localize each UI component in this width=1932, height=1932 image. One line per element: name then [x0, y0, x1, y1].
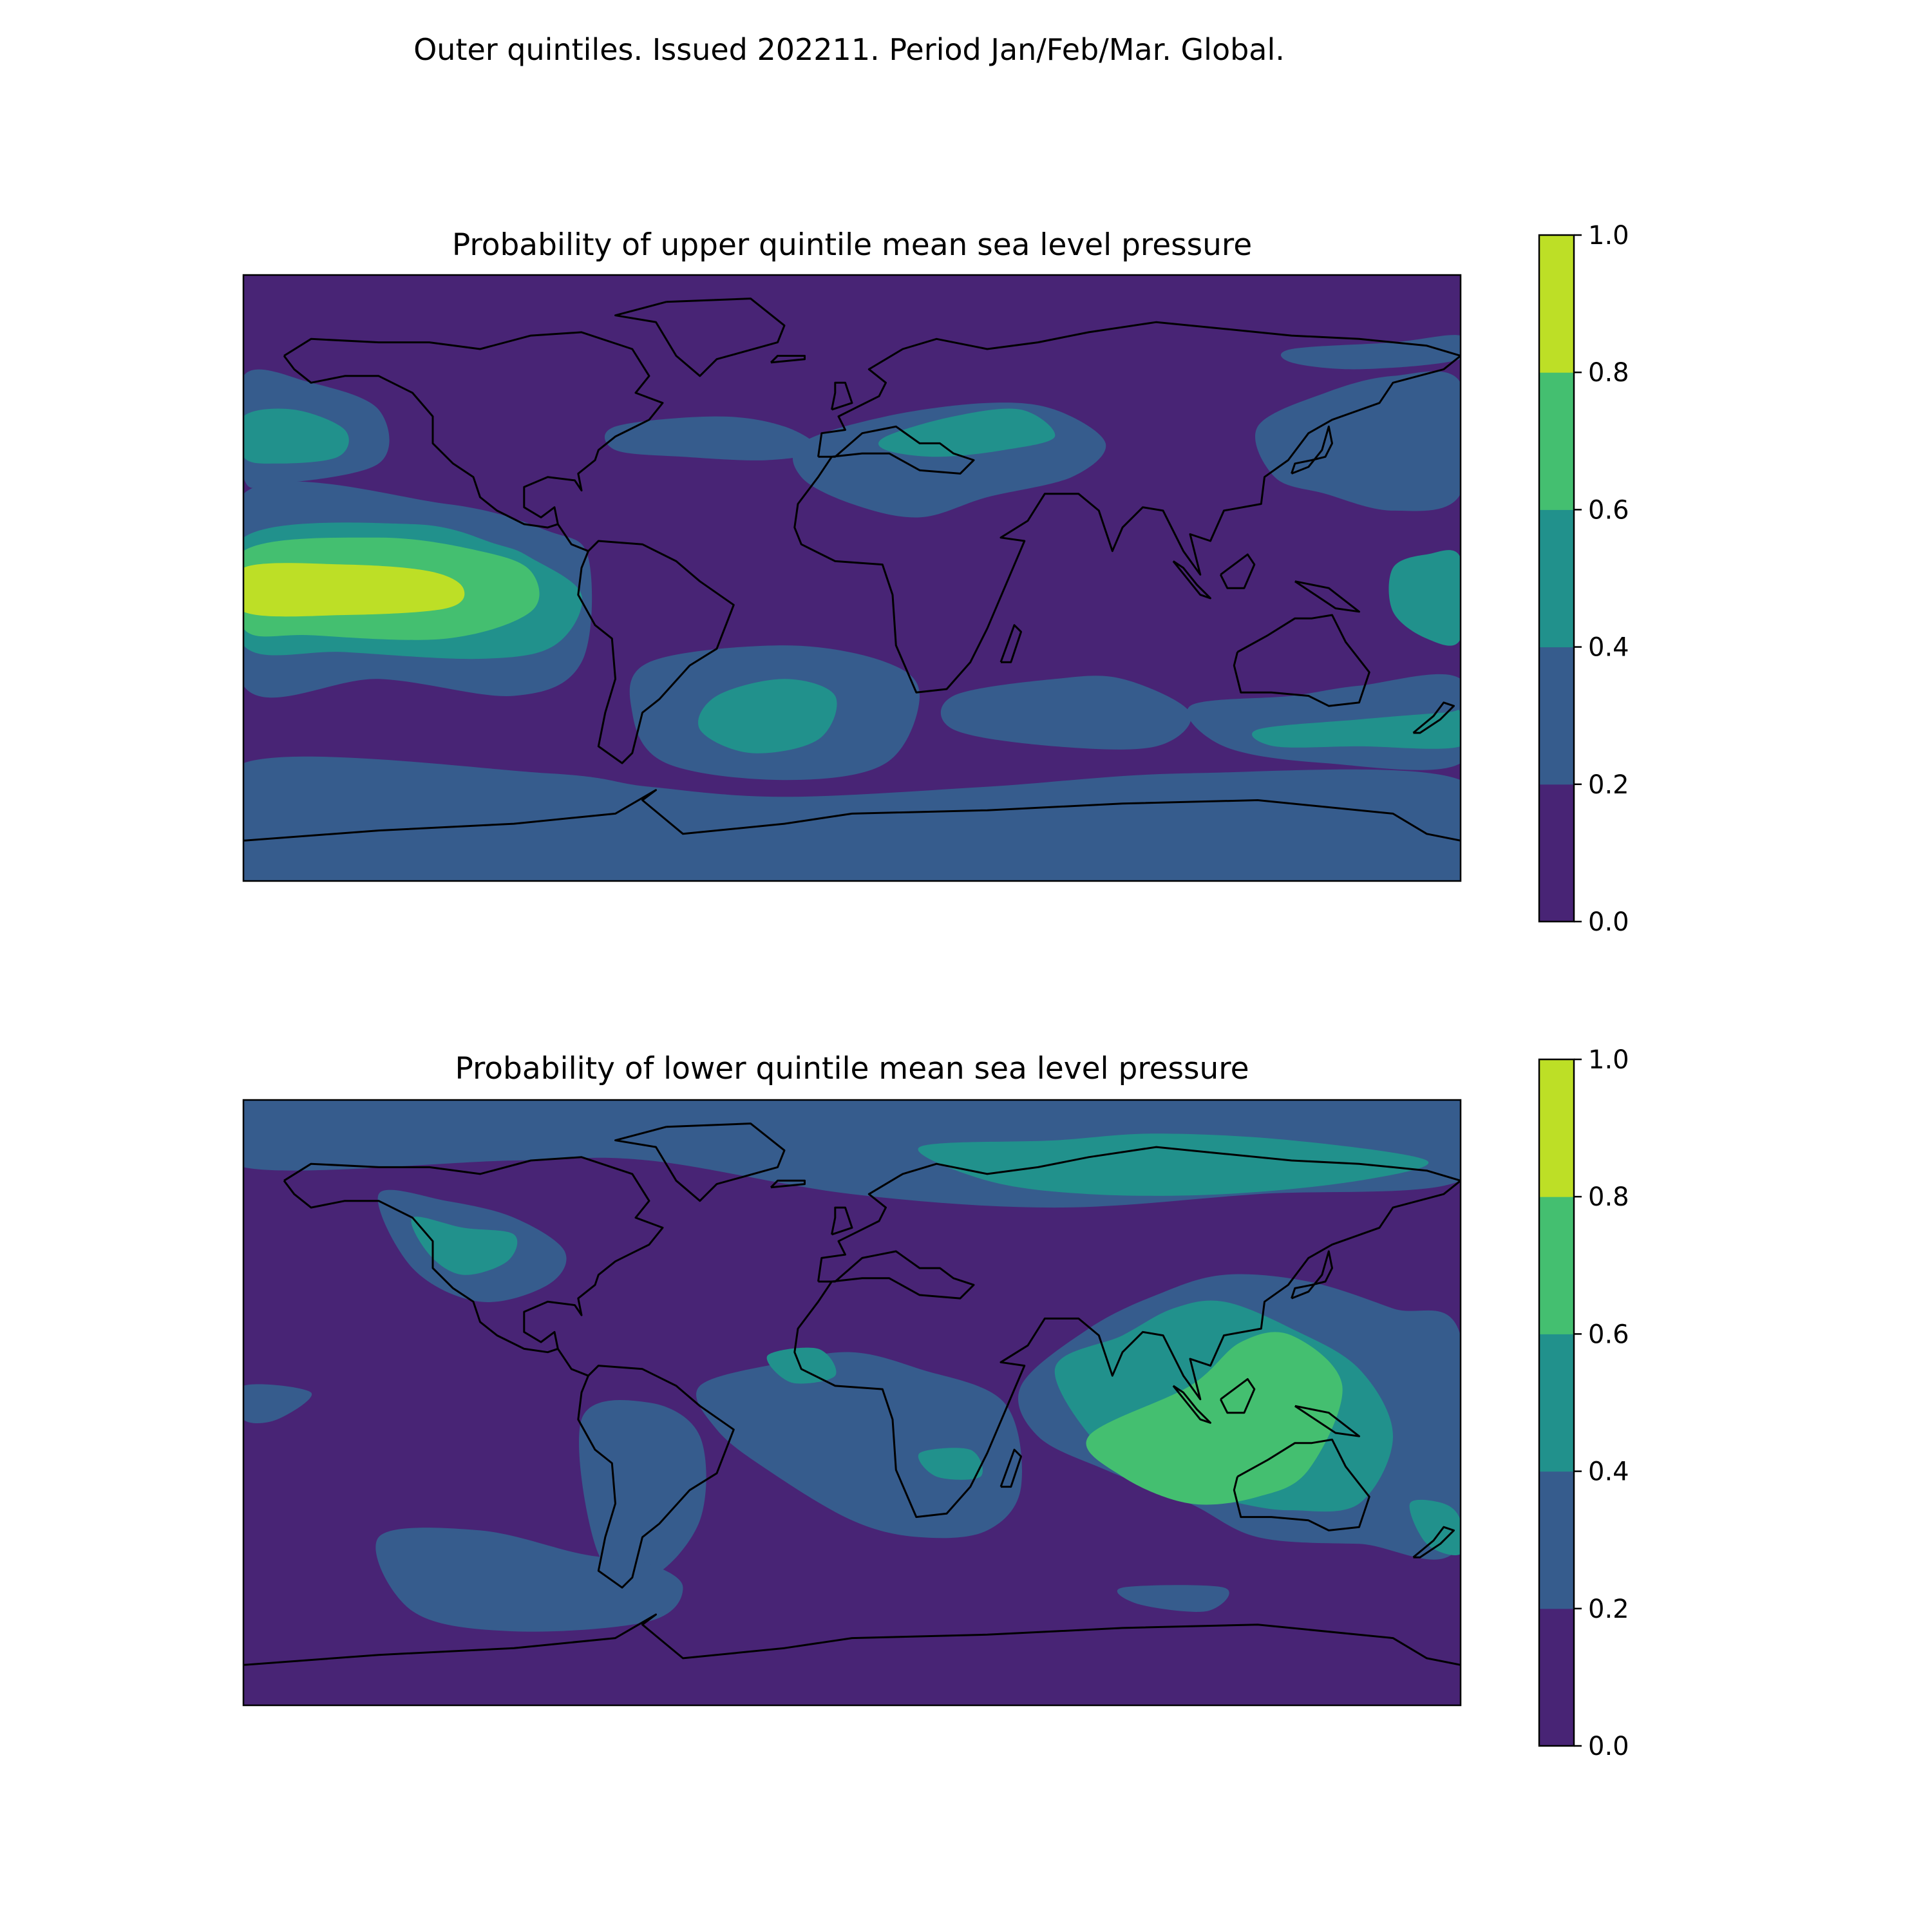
coastline-5 [1172, 560, 1211, 600]
coastline-0 [283, 331, 735, 764]
coastline-10 [1412, 701, 1455, 734]
colorbar-tick-label: 0.6 [1588, 495, 1629, 525]
coastline-1 [793, 321, 1461, 694]
region-south-pacific [375, 1528, 683, 1632]
region-north-america-core [411, 1217, 518, 1275]
upper-colorbar: 0.0 0.2 0.4 0.6 0.8 1.0 [1538, 221, 1629, 937]
region-central-south-indian [1117, 1585, 1229, 1612]
colorbar-segment-2 [1539, 509, 1574, 648]
region-tropical-atlantic-africa [696, 1352, 1022, 1539]
region-east-asia-pacific [1255, 371, 1461, 511]
colorbar-tick-label: 0.2 [1588, 1595, 1629, 1624]
coastline-3 [614, 1122, 786, 1202]
colorbar-segment-1 [1539, 647, 1574, 785]
colorbar-tick-label: 1.0 [1588, 221, 1629, 251]
colorbar-frame [1538, 1058, 1575, 1747]
coastline-9 [831, 381, 853, 411]
coastline-3 [614, 298, 786, 377]
coastline-7 [1294, 1405, 1360, 1437]
coastline-0 [283, 1156, 735, 1589]
colorbar-segment-2 [1539, 1334, 1574, 1472]
coastline-12 [770, 355, 806, 364]
colorbar-tick-label: 0.2 [1588, 770, 1629, 800]
colorbar-tick-label: 1.0 [1588, 1045, 1629, 1075]
coastlines [243, 298, 1461, 842]
region-east-pacific-strip [243, 1384, 312, 1423]
colorbar-segment-3 [1539, 1197, 1574, 1334]
coastline-12 [770, 1179, 806, 1189]
region-south-indian [940, 676, 1191, 750]
coastline-5 [1172, 1385, 1211, 1424]
lower-map [242, 1099, 1462, 1707]
coastline-10 [1412, 1526, 1455, 1558]
region-north-atlantic [604, 416, 819, 460]
region-south-africa-core [918, 1448, 983, 1480]
probability-field [243, 275, 1461, 881]
region-south-of-australia-core [1252, 710, 1461, 749]
coastline-4 [243, 789, 1461, 842]
colorbar-tick-label: 0.4 [1588, 1457, 1629, 1487]
map-frame [242, 1099, 1462, 1707]
region-southern-ocean-ring [243, 756, 1461, 881]
colorbar-segment-0 [1539, 784, 1574, 922]
region-mediterranean-core [878, 408, 1056, 457]
probability-field [243, 1100, 1461, 1705]
region-central-pacific-core [243, 563, 465, 617]
coastline-8 [1291, 1250, 1333, 1300]
region-maritime-continent [1086, 1332, 1343, 1505]
colorbar-segment-4 [1539, 1059, 1574, 1197]
region-north-pacific-core [243, 408, 349, 464]
figure-suptitle: Outer quintiles. Issued 202211. Period J… [413, 32, 1285, 67]
region-new-zealand [1409, 1499, 1461, 1555]
upper-map [242, 274, 1462, 882]
coastline-6 [1219, 553, 1256, 589]
coastline-1 [793, 1146, 1461, 1519]
region-arctic-core [918, 1133, 1429, 1196]
colorbar-segment-1 [1539, 1471, 1574, 1609]
coastline-8 [1291, 425, 1333, 475]
region-west-africa-core [766, 1347, 837, 1384]
region-south-america [579, 1399, 706, 1580]
coastline-6 [1219, 1378, 1256, 1414]
region-arctic-east [1281, 335, 1461, 370]
coastlines [243, 1122, 1461, 1666]
coastline-7 [1294, 580, 1360, 613]
upper-panel-title: Probability of upper quintile mean sea l… [451, 227, 1253, 263]
lower-panel-title: Probability of lower quintile mean sea l… [455, 1051, 1249, 1086]
colorbar-tick-label: 0.8 [1588, 1182, 1629, 1212]
map-frame [242, 274, 1462, 882]
region-west-pacific-mid [1388, 550, 1461, 646]
lower-colorbar: 0.0 0.2 0.4 0.6 0.8 1.0 [1538, 1045, 1629, 1761]
colorbar-tick-label: 0.4 [1588, 633, 1629, 663]
colorbar-tick-label: 0.6 [1588, 1320, 1629, 1349]
coastline-2 [1233, 1438, 1370, 1531]
colorbar-tick-label: 0.0 [1588, 907, 1629, 937]
coastline-11 [999, 1448, 1022, 1488]
region-south-atlantic-core [698, 679, 837, 753]
coastline-9 [831, 1206, 853, 1236]
colorbar-segment-3 [1539, 372, 1574, 510]
colorbar-frame [1538, 234, 1575, 923]
colorbar-segment-4 [1539, 235, 1574, 373]
coastline-2 [1233, 614, 1370, 707]
colorbar-segment-0 [1539, 1608, 1574, 1747]
coastline-11 [999, 624, 1022, 663]
colorbar-tick-label: 0.8 [1588, 358, 1629, 388]
colorbar-tick-label: 0.0 [1588, 1732, 1629, 1761]
coastline-4 [243, 1613, 1461, 1666]
